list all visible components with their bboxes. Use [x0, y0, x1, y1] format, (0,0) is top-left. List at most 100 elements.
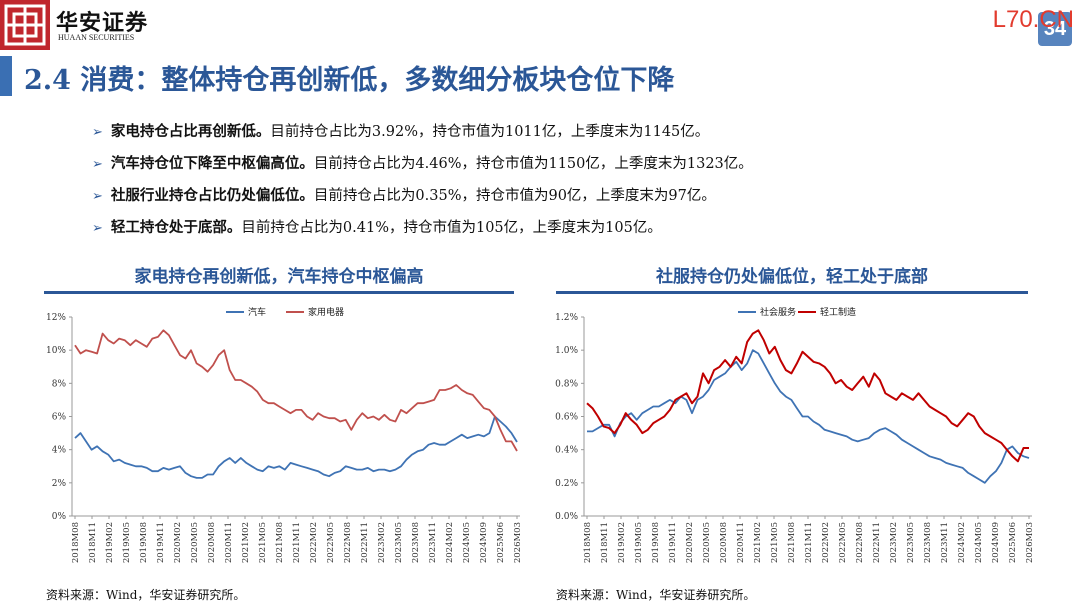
watermark: L70.CN: [992, 6, 1074, 33]
x-tick-label: 2019M02: [617, 522, 627, 563]
x-tick-label: 2021M05: [258, 522, 268, 563]
title-accent-bar: [0, 56, 12, 96]
line-chart-left: 0% 2% 4% 6% 8% 10% 12% 2018M08 2018M11 2019M02 201…: [46, 306, 523, 563]
x-tick-label: 2022M05: [838, 522, 848, 563]
x-tick-label: 2024M09: [479, 522, 489, 563]
series-line-2: [74, 329, 518, 452]
x-tick-label: 2022M08: [343, 522, 353, 563]
y-tick-label: 1.2%: [555, 313, 578, 323]
x-tick-label: 2018M08: [583, 522, 593, 563]
x-tick-label: 2018M08: [71, 522, 81, 563]
chart-rule-left: [44, 291, 514, 294]
x-tick-label: 2020M11: [224, 522, 234, 563]
bullet-item: ➢ 家电持仓占比再创新低。目前持仓占比为3.92%，持仓市值为1011亿，上季度末…: [92, 118, 753, 150]
x-tick-label: 2023M08: [923, 522, 933, 563]
x-tick-label: 2024M05: [462, 522, 472, 563]
bullet-text: 目前持仓占比为3.92%，持仓市值为1011亿，上季度末为1145亿。: [270, 124, 710, 140]
x-tick-label: 2023M02: [377, 522, 387, 563]
x-tick-label: 2020M05: [702, 522, 712, 563]
y-tick-label: 12%: [46, 313, 66, 323]
legend-label: 轻工制造: [820, 306, 856, 318]
bullet-arrow-icon: ➢: [92, 221, 103, 236]
x-tick-label: 2025M06: [1008, 522, 1018, 563]
x-tick-label: 2019M05: [122, 522, 132, 563]
x-tick-label: 2021M02: [753, 522, 763, 563]
x-tick-label: 2023M11: [940, 522, 950, 563]
series-line-1: [587, 349, 1030, 484]
x-tick-label: 2021M11: [292, 522, 302, 563]
y-tick-label: 0.2%: [555, 479, 578, 489]
x-tick-label: 2023M08: [411, 522, 421, 563]
x-tick-label: 2023M05: [906, 522, 916, 563]
x-tick-label: 2019M08: [139, 522, 149, 563]
x-tick-label: 2025M06: [496, 522, 506, 563]
huaan-seal-icon: [0, 0, 50, 50]
x-tick-label: 2019M05: [634, 522, 644, 563]
legend-label: 汽车: [248, 306, 266, 318]
bullet-item: ➢ 轻工持仓处于底部。目前持仓占比为0.41%，持仓市值为105亿，上季度末为10…: [92, 214, 753, 246]
x-tick-label: 2026M03: [513, 522, 523, 563]
bullet-lead: 汽车持仓位下降至中枢偏高位。: [110, 155, 314, 172]
logo-name: 华安证券: [56, 10, 149, 36]
bullet-list: ➢ 家电持仓占比再创新低。目前持仓占比为3.92%，持仓市值为1011亿，上季度末…: [92, 118, 753, 246]
x-tick-label: 2024M09: [991, 522, 1001, 563]
bullet-lead: 家电持仓占比再创新低。: [110, 123, 271, 140]
x-tick-label: 2021M02: [241, 522, 251, 563]
series-line-1: [74, 415, 518, 479]
bullet-lead: 社服行业持仓占比仍处偏低位。: [110, 187, 314, 204]
logo-subtitle: HUAAN SECURITIES: [58, 33, 135, 42]
x-tick-label: 2020M08: [719, 522, 729, 563]
x-tick-label: 2022M11: [360, 522, 370, 563]
x-tick-label: 2022M11: [872, 522, 882, 563]
y-tick-label: 2%: [52, 479, 67, 489]
bullet-item: ➢ 汽车持仓位下降至中枢偏高位。目前持仓占比为4.46%，持仓市值为1150亿，上…: [92, 150, 753, 182]
x-tick-label: 2022M02: [821, 522, 831, 563]
x-tick-label: 2021M08: [275, 522, 285, 563]
legend-label: 家用电器: [308, 306, 344, 318]
y-tick-label: 1.0%: [555, 346, 578, 356]
x-tick-label: 2022M02: [309, 522, 319, 563]
x-tick-label: 2021M11: [804, 522, 814, 563]
y-tick-label: 8%: [52, 379, 67, 389]
x-tick-label: 2020M08: [207, 522, 217, 563]
page-number: 34: [1038, 12, 1072, 46]
seal-graphic: [0, 0, 50, 50]
x-tick-label: 2021M05: [770, 522, 780, 563]
x-tick-label: 2019M08: [651, 522, 661, 563]
bullet-item: ➢ 社服行业持仓占比仍处偏低位。目前持仓占比为0.35%，持仓市值为90亿，上季度…: [92, 182, 753, 214]
bullet-arrow-icon: ➢: [92, 189, 103, 204]
chart-title-left: 家电持仓再创新低，汽车持仓中枢偏高: [134, 267, 424, 287]
x-tick-label: 2020M05: [190, 522, 200, 563]
x-tick-label: 2020M02: [173, 522, 183, 563]
chart-rule-right: [556, 291, 1028, 294]
source-note-left: 资料来源：Wind，华安证券研究所。: [46, 588, 246, 602]
bullet-lead: 轻工持仓处于底部。: [110, 219, 242, 236]
x-tick-label: 2018M11: [88, 522, 98, 563]
legend-label: 社会服务: [760, 306, 796, 318]
series-line-2: [586, 329, 1029, 463]
bullet-text: 目前持仓占比为0.41%，持仓市值为105亿，上季度末为105亿。: [241, 220, 662, 236]
chart-title-right: 社服持仓仍处偏低位，轻工处于底部: [656, 267, 928, 287]
y-tick-label: 10%: [46, 346, 66, 356]
x-tick-label: 2022M05: [326, 522, 336, 563]
x-tick-label: 2024M02: [445, 522, 455, 563]
line-chart-right: 0.0% 0.2% 0.4% 0.6% 0.8% 1.0% 1.2% 2018M08 2018M…: [555, 306, 1035, 563]
x-tick-label: 2020M11: [736, 522, 746, 563]
y-tick-label: 0.4%: [555, 446, 578, 456]
y-tick-label: 4%: [52, 446, 67, 456]
x-tick-label: 2023M02: [889, 522, 899, 563]
y-tick-label: 0%: [52, 512, 67, 522]
x-tick-label: 2024M05: [974, 522, 984, 563]
x-tick-label: 2021M08: [787, 522, 797, 563]
y-tick-label: 0.6%: [555, 413, 578, 423]
bullet-arrow-icon: ➢: [92, 125, 103, 140]
bullet-text: 目前持仓占比为4.46%，持仓市值为1150亿，上季度末为1323亿。: [313, 156, 753, 172]
x-tick-label: 2019M11: [156, 522, 166, 563]
x-tick-label: 2018M11: [600, 522, 610, 563]
y-tick-label: 0.0%: [555, 512, 578, 522]
page-title: 2.4 消费：整体持仓再创新低，多数细分板块仓位下降: [24, 65, 675, 96]
y-tick-label: 0.8%: [555, 379, 578, 389]
source-note-right: 资料来源：Wind，华安证券研究所。: [556, 588, 756, 602]
x-tick-label: 2020M02: [685, 522, 695, 563]
bullet-arrow-icon: ➢: [92, 157, 103, 172]
